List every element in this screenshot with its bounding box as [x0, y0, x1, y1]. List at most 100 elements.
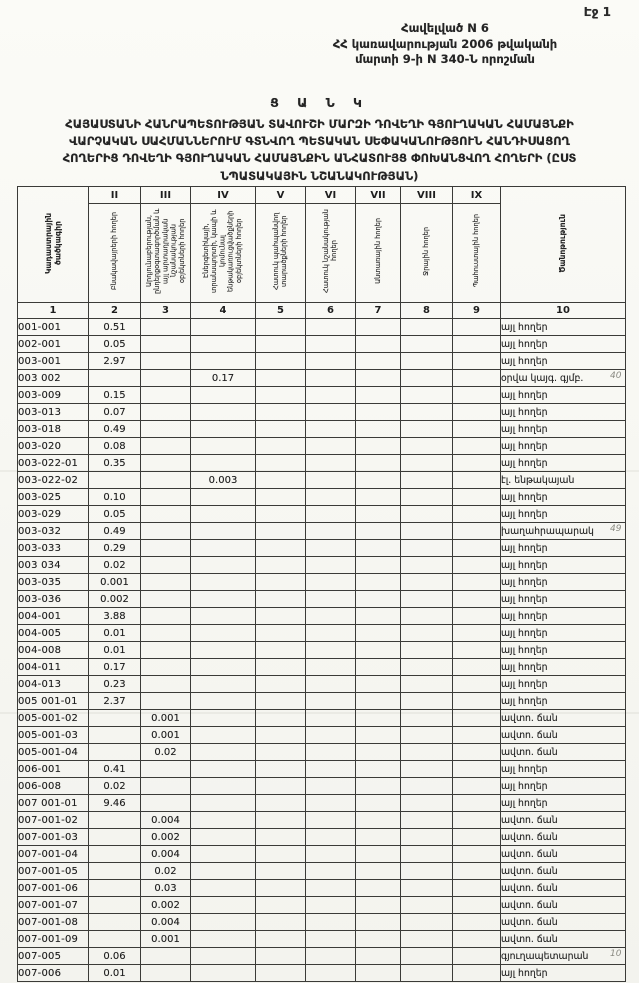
column-number-7: 7: [355, 302, 401, 319]
area-value-cell-col6: [305, 607, 356, 625]
area-value-cell-col9: [452, 947, 501, 965]
area-value-cell-col9: [452, 403, 501, 421]
area-value-cell-col2: 0.41: [88, 760, 141, 778]
column-number-1: 1: [17, 302, 89, 319]
area-value-cell-col8: [400, 335, 453, 353]
area-value-cell-col2: [88, 709, 141, 727]
table-header: Կադաստրային ծածկագիր II III IV V VI VII VIII IX Ծ…: [17, 186, 626, 319]
area-value-cell-col7: [355, 692, 401, 710]
area-value-cell-col9: [452, 352, 501, 370]
area-value-cell-col3: [140, 964, 191, 982]
area-value-cell-col3: [140, 318, 191, 336]
area-value-cell-col9: [452, 505, 501, 523]
area-value-cell-col6: [305, 403, 356, 421]
note-cell: այլ հողեր: [500, 352, 626, 370]
area-value-cell-col7: [355, 318, 401, 336]
area-value-cell-col6: [305, 896, 356, 914]
note-cell: այլ հողեր: [500, 454, 626, 472]
table-row: 004-013 0.23 այլ հողեր: [17, 675, 626, 693]
area-value-cell-col9: [452, 930, 501, 948]
area-value-cell-col3: [140, 505, 191, 523]
area-value-cell-col8: [400, 930, 453, 948]
area-value-cell-col8: [400, 692, 453, 710]
table-row: 005-001-04 0.02 ավտո. ճան: [17, 743, 626, 761]
area-value-cell-col4: [190, 862, 256, 880]
note-cell: այլ հողեր: [500, 777, 626, 795]
area-value-cell-col8: [400, 845, 453, 863]
area-value-cell-col8: [400, 539, 453, 557]
cadastral-code-cell: 006-008: [17, 777, 89, 795]
note-cell: այլ հողեր: [500, 624, 626, 642]
area-value-cell-col8: [400, 437, 453, 455]
area-value-cell-col2: [88, 369, 141, 387]
column-number-2: 2: [88, 302, 141, 319]
cadastral-code-cell: 007-006: [17, 964, 89, 982]
area-value-cell-col8: [400, 947, 453, 965]
area-value-cell-col4: [190, 811, 256, 829]
table-row: 007-001-02 0.004 ավտո. ճան: [17, 811, 626, 829]
area-value-cell-col8: [400, 879, 453, 897]
area-value-cell-col6: [305, 760, 356, 778]
note-cell: ավտո. ճան: [500, 896, 626, 914]
note-cell: ավտո. ճան: [500, 913, 626, 931]
table-row: 007-006 0.01 այլ հողեր: [17, 964, 626, 982]
area-value-cell-col3: 0.004: [140, 845, 191, 863]
area-value-cell-col2: [88, 471, 141, 489]
column-label-rotated: Արդյունաբերության, ընդերքօգտագործման և ա…: [144, 208, 186, 294]
area-value-cell-col5: [255, 675, 306, 693]
title-line-1: ՀԱՅԱՍՏԱՆԻ ՀԱՆՐԱՊԵՏՈՒԹՅԱՆ ՏԱՎՈՒՇԻ ՄԱՐԶԻ Դ…: [65, 116, 574, 131]
area-value-cell-col5: [255, 590, 306, 608]
table-row: 003 034 0.02 այլ հողեր: [17, 556, 626, 574]
area-value-cell-col4: [190, 335, 256, 353]
note-cell: այլ հողեր: [500, 641, 626, 659]
column-roman-VIII: VIII: [400, 186, 453, 204]
area-value-cell-col5: [255, 556, 306, 574]
area-value-cell-col7: [355, 624, 401, 642]
appendix-header: Հավելված N 6 ՀՀ կառավարության 2006 թվակա…: [275, 21, 615, 68]
page-number: Էջ 1: [583, 5, 611, 19]
area-value-cell-col4: [190, 879, 256, 897]
area-value-cell-col4: [190, 726, 256, 744]
table-row: 001-001 0.51 այլ հողեր: [17, 318, 626, 336]
area-value-cell-col4: [190, 828, 256, 846]
area-value-cell-col9: [452, 590, 501, 608]
area-value-cell-col9: [452, 777, 501, 795]
area-value-cell-col2: 0.002: [88, 590, 141, 608]
area-value-cell-col9: [452, 471, 501, 489]
note-cell: այլ հողեր: [500, 573, 626, 591]
area-value-cell-col6: [305, 471, 356, 489]
area-value-cell-col5: [255, 828, 306, 846]
area-value-cell-col6: [305, 386, 356, 404]
area-value-cell-col8: [400, 709, 453, 727]
area-value-cell-col9: [452, 488, 501, 506]
area-value-cell-col8: [400, 420, 453, 438]
area-value-cell-col8: [400, 743, 453, 761]
area-value-cell-col7: [355, 454, 401, 472]
area-value-cell-col7: [355, 709, 401, 727]
cadastral-code-cell: 003-013: [17, 403, 89, 421]
cadastral-code-cell: 007-005: [17, 947, 89, 965]
cadastral-code-cell: 005-001-04: [17, 743, 89, 761]
area-value-cell-col2: 0.01: [88, 641, 141, 659]
area-value-cell-col9: [452, 845, 501, 863]
area-value-cell-col6: [305, 420, 356, 438]
area-value-cell-col6: [305, 743, 356, 761]
area-value-cell-col3: [140, 454, 191, 472]
area-value-cell-col5: [255, 471, 306, 489]
area-value-cell-col9: [452, 913, 501, 931]
area-value-cell-col4: [190, 641, 256, 659]
area-value-cell-col4: [190, 488, 256, 506]
note-cell: ավտո. ճան: [500, 845, 626, 863]
cadastral-code-cell: 007-001-09: [17, 930, 89, 948]
area-value-cell-col4: [190, 352, 256, 370]
area-value-cell-col2: 0.06: [88, 947, 141, 965]
area-value-cell-col4: [190, 692, 256, 710]
area-value-cell-col8: [400, 590, 453, 608]
area-value-cell-col5: [255, 369, 306, 387]
cadastral-code-cell: 007-001-04: [17, 845, 89, 863]
area-value-cell-col2: 0.49: [88, 522, 141, 540]
area-value-cell-col5: [255, 539, 306, 557]
cadastral-code-cell: 003-022-01: [17, 454, 89, 472]
area-value-cell-col9: [452, 437, 501, 455]
